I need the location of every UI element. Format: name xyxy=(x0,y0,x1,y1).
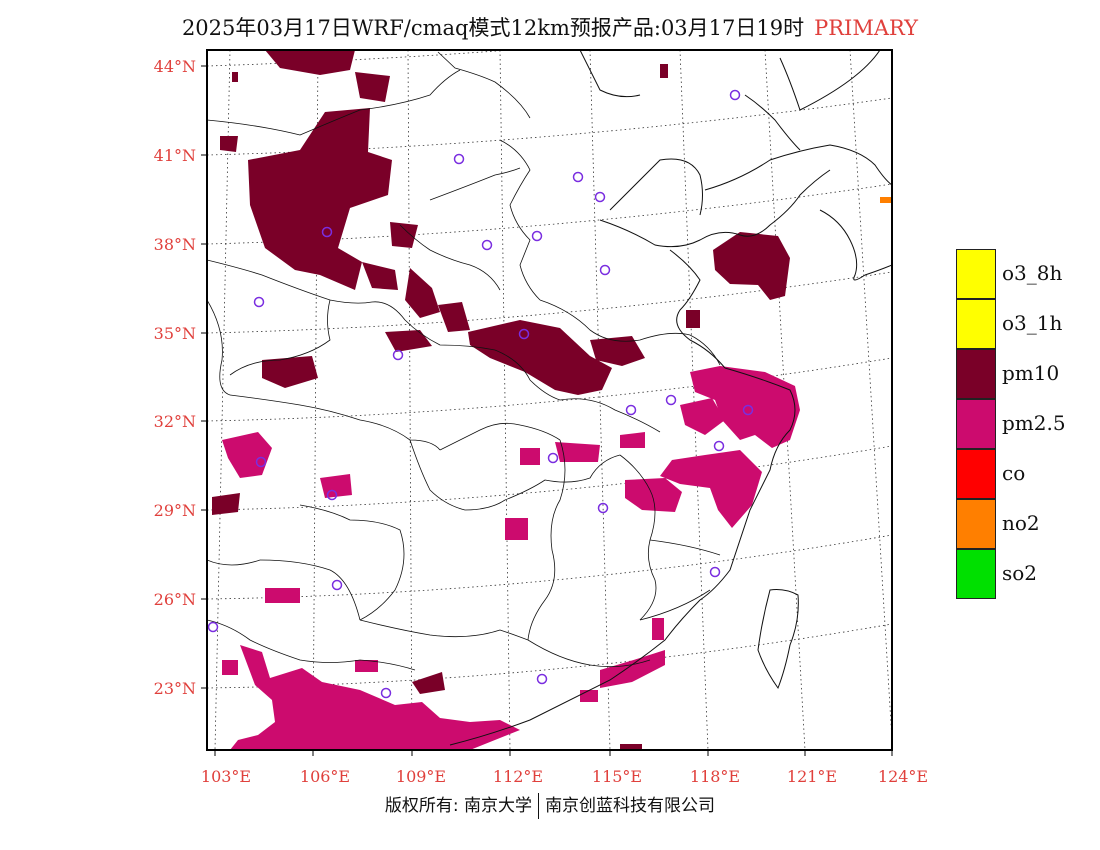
legend-label: pm10 xyxy=(1002,361,1060,385)
legend-label: co xyxy=(1002,461,1026,485)
lon-label: 118°E xyxy=(690,767,740,786)
latitude-gridlines xyxy=(207,50,892,689)
copyright-right: 南京创蓝科技有限公司 xyxy=(545,796,716,816)
lat-label: 41°N xyxy=(154,146,196,165)
legend-swatch xyxy=(956,399,996,449)
legend-label: so2 xyxy=(1002,561,1038,585)
legend-swatch xyxy=(956,249,996,299)
lon-label: 121°E xyxy=(787,767,837,786)
lon-label: 106°E xyxy=(300,767,350,786)
longitude-gridlines xyxy=(214,50,892,750)
lon-label: 112°E xyxy=(493,767,543,786)
page-title: 2025年03月17日WRF/cmaq模式12km预报产品:03月17日19时 P… xyxy=(0,12,1100,42)
footer-separator xyxy=(538,793,540,819)
title-main: 2025年03月17日WRF/cmaq模式12km预报产品:03月17日19时 xyxy=(181,16,805,40)
lat-label: 35°N xyxy=(154,324,196,343)
lat-label: 44°N xyxy=(154,57,196,76)
lat-label: 38°N xyxy=(154,235,196,254)
province-boundaries xyxy=(207,51,721,671)
longitude-ticks xyxy=(214,750,893,756)
legend-label: o3_8h xyxy=(1002,261,1063,285)
city-markers xyxy=(207,89,754,699)
legend-label: pm2.5 xyxy=(1002,411,1066,435)
longitude-labels: 103°E 106°E 109°E 112°E 115°E 118°E 121°… xyxy=(201,767,928,786)
latitude-labels: 44°N 41°N 38°N 35°N 32°N 29°N 26°N 23°N xyxy=(154,57,196,698)
latitude-ticks xyxy=(201,65,207,689)
lat-label: 26°N xyxy=(154,590,196,609)
legend-swatch xyxy=(956,299,996,349)
legend-swatch xyxy=(956,549,996,599)
legend-swatch xyxy=(956,449,996,499)
lat-label: 23°N xyxy=(154,679,196,698)
legend-label: o3_1h xyxy=(1002,311,1063,335)
legend-label: no2 xyxy=(1002,511,1040,535)
lat-label: 29°N xyxy=(154,501,196,520)
lon-label: 115°E xyxy=(592,767,642,786)
legend-swatch xyxy=(956,499,996,549)
legend-swatch xyxy=(956,349,996,399)
lon-label: 103°E xyxy=(201,767,251,786)
lon-label: 124°E xyxy=(878,767,928,786)
no2-patch xyxy=(880,197,892,203)
lat-label: 32°N xyxy=(154,412,196,431)
coastline xyxy=(449,50,892,746)
map-frame xyxy=(206,49,893,751)
copyright-left: 版权所有: 南京大学 xyxy=(384,796,533,816)
title-tag: PRIMARY xyxy=(814,16,919,40)
pm10-regions xyxy=(212,50,790,750)
copyright-footer: 版权所有: 南京大学 南京创蓝科技有限公司 xyxy=(0,791,1100,819)
lon-label: 109°E xyxy=(396,767,446,786)
map-plot-area xyxy=(207,50,892,750)
